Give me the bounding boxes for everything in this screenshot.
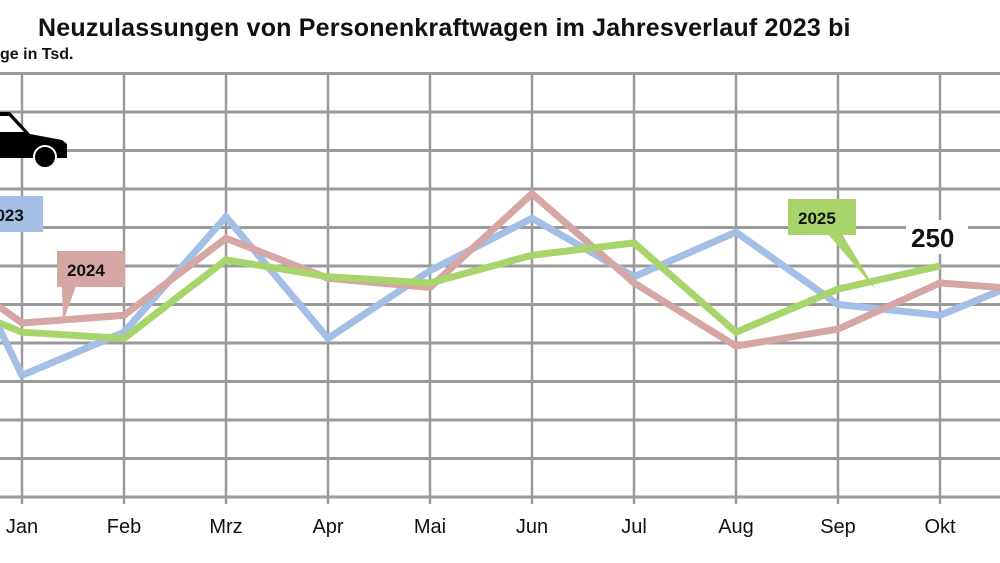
series-lines [0,188,1000,380]
x-axis-labels: Jan Feb Mrz Apr Mai Jun Jul Aug Sep Okt [6,516,956,538]
y-axis-unit-label: ge in Tsd. [0,46,74,63]
legend-2024-text: 2024 [67,261,105,280]
legend-2025-text: 2025 [798,209,836,228]
car-icon [0,112,67,169]
legend-label-2024: 2024 [57,251,125,322]
x-tick-label-aug: Aug [718,516,754,538]
x-tick-label-okt: Okt [924,516,956,538]
legend-label-2023: 2023 [0,196,43,232]
x-tick-label-jun: Jun [516,516,548,538]
x-tick-label-feb: Feb [107,516,141,538]
x-tick-label-sep: Sep [820,516,856,538]
series-line-2025 [0,239,941,342]
legend-2023-text: 2023 [0,206,24,225]
x-tick-label-jan: Jan [6,516,38,538]
x-tick-label-jul: Jul [621,516,647,538]
value-label-okt-2025: 250 [906,220,968,254]
x-tick-label-apr: Apr [312,516,343,538]
x-tick-label-mai: Mai [414,516,446,538]
series-line-2024 [0,188,1000,350]
x-tick-label-mrz: Mrz [209,516,242,538]
chart-title: Neuzulassungen von Personenkraftwagen im… [38,14,851,42]
value-label-text: 250 [911,223,954,253]
legend-label-2025: 2025 [788,199,876,290]
